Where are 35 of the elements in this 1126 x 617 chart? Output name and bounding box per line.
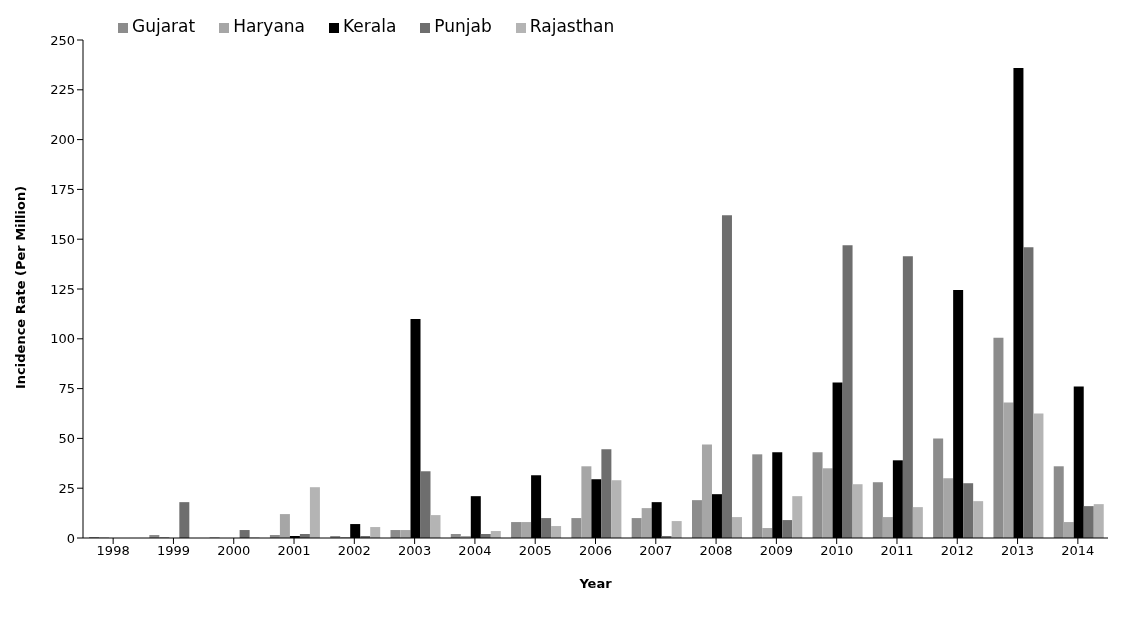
y-tick-label: 200 — [50, 132, 75, 148]
x-tick-label: 2004 — [458, 543, 492, 559]
y-tick-label: 0 — [66, 530, 75, 546]
x-tick-label: 2014 — [1061, 543, 1095, 559]
x-tick-label: 2003 — [398, 543, 432, 559]
x-tick-label: 2013 — [1001, 543, 1035, 559]
legend-label: Punjab — [434, 16, 492, 36]
x-tick-label: 2007 — [639, 543, 673, 559]
x-tick-label: 2005 — [518, 543, 552, 559]
y-tick-label: 75 — [58, 381, 75, 397]
x-tick-label: 2010 — [820, 543, 854, 559]
x-tick-label: 1999 — [156, 543, 190, 559]
x-tick-label: 2011 — [880, 543, 914, 559]
x-tick-label: 2002 — [337, 543, 371, 559]
x-tick-label: 2012 — [940, 543, 974, 559]
y-tick-label: 175 — [50, 182, 75, 198]
y-tick-label: 50 — [58, 431, 75, 447]
legend-label: Rajasthan — [529, 16, 615, 36]
y-tick-label: 150 — [50, 231, 75, 247]
legend-label: Gujarat — [132, 16, 196, 36]
legend-label: Haryana — [233, 16, 306, 36]
y-tick-label: 125 — [50, 281, 75, 297]
x-tick-label: 2001 — [277, 543, 311, 559]
x-tick-label: 2006 — [578, 543, 613, 559]
y-tick-label: 250 — [50, 32, 75, 48]
x-tick-label: 1998 — [96, 543, 130, 559]
x-tick-label: 2009 — [759, 543, 793, 559]
x-tick-label: 2000 — [217, 543, 251, 559]
y-axis-title: Incidence Rate (Per Million) — [12, 185, 28, 389]
x-tick-label: 2008 — [699, 543, 733, 559]
y-tick-label: 225 — [50, 82, 75, 98]
y-tick-label: 25 — [58, 480, 75, 496]
legend-label: Kerala — [343, 16, 397, 36]
y-tick-label: 100 — [50, 331, 75, 347]
x-axis-title: Year — [578, 576, 613, 591]
